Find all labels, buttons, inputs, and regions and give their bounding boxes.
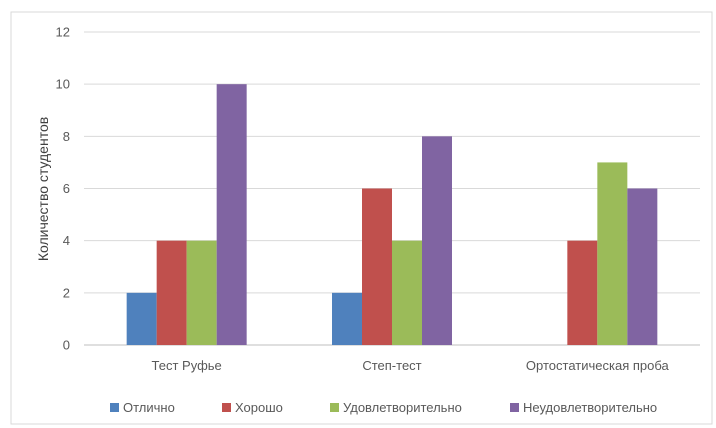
y-tick-label: 12 [56,25,70,40]
bar-1-2 [332,292,362,345]
bar-2-1 [156,240,187,345]
y-axis-ticks: 0 2 4 6 8 10 12 [56,25,70,353]
legend-label: Удовлетворительно [343,400,462,415]
bar-1-1 [126,292,157,345]
x-category-label: Степ-тест [362,358,421,373]
legend-swatch [222,403,231,412]
legend-swatch [110,403,119,412]
bar-2-3 [567,240,598,345]
bars [126,84,658,346]
y-tick-label: 6 [63,181,70,196]
legend-label: Неудовлетворительно [523,400,657,415]
bar-4-1 [216,84,247,346]
bar-2-2 [362,188,392,345]
y-tick-label: 2 [63,285,70,300]
legend: Отлично Хорошо Удовлетворительно Неудовлетв… [110,400,657,415]
bar-3-2 [392,240,422,345]
y-axis-title: Количество студентов [35,117,51,261]
legend-swatch [510,403,519,412]
chart-area-border [10,11,713,425]
bar-4-3 [627,188,658,345]
x-category-label: Тест Руфье [152,358,222,373]
x-axis-categories: Тест Руфье Степ-тест Ортостатическая проба [152,358,670,373]
y-tick-label: 0 [63,338,70,353]
bar-4-2 [422,136,452,345]
bar-3-1 [186,240,217,345]
y-tick-label: 8 [63,129,70,144]
bar-3-3 [597,162,628,345]
y-tick-label: 10 [56,77,70,92]
x-category-label: Ортостатическая проба [526,358,670,373]
legend-label: Отлично [123,400,175,415]
legend-swatch [330,403,339,412]
y-tick-label: 4 [63,233,70,248]
legend-label: Хорошо [235,400,283,415]
